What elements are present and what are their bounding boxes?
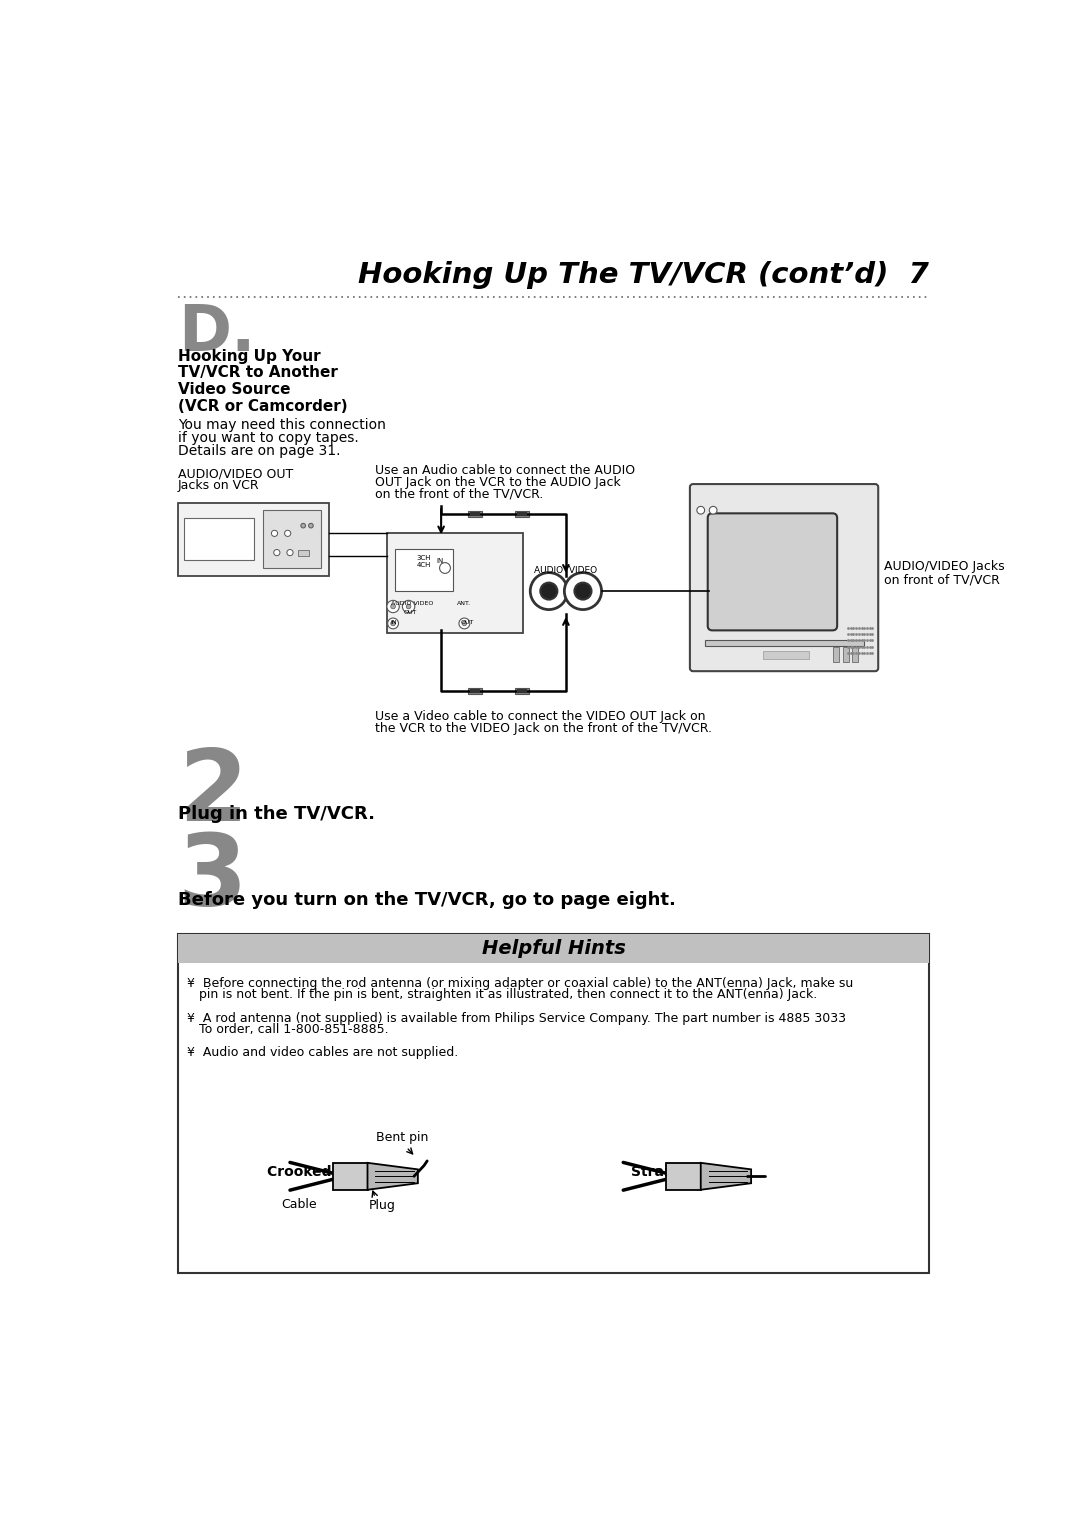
Bar bbox=[177, 503, 328, 576]
Text: OUT: OUT bbox=[404, 610, 417, 616]
Text: the VCR to the VIDEO Jack on the front of the TV/VCR.: the VCR to the VIDEO Jack on the front o… bbox=[375, 721, 712, 735]
Text: Bent pin: Bent pin bbox=[376, 1132, 429, 1144]
Text: Cable: Cable bbox=[282, 1197, 318, 1211]
Text: ¥  A rod antenna (not supplied) is available from Philips Service Company. The p: ¥ A rod antenna (not supplied) is availa… bbox=[187, 1011, 846, 1025]
Bar bbox=[177, 933, 930, 1272]
Text: (VCR or Camcorder): (VCR or Camcorder) bbox=[177, 400, 348, 415]
Text: pin is not bent. If the pin is bent, straighten it as illustrated, then connect : pin is not bent. If the pin is bent, str… bbox=[187, 988, 818, 1002]
Circle shape bbox=[406, 604, 410, 608]
Bar bbox=[333, 1164, 367, 1190]
Bar bbox=[469, 511, 482, 517]
Text: if you want to copy tapes.: if you want to copy tapes. bbox=[177, 432, 359, 445]
Text: 3: 3 bbox=[177, 830, 247, 927]
Bar bbox=[842, 647, 849, 662]
Text: AUDIO/VIDEO Jacks: AUDIO/VIDEO Jacks bbox=[885, 560, 1005, 573]
Text: Helpful Hints: Helpful Hints bbox=[482, 939, 625, 958]
Circle shape bbox=[309, 523, 313, 528]
Circle shape bbox=[459, 618, 470, 628]
Bar bbox=[666, 1164, 701, 1190]
Bar bbox=[833, 647, 839, 662]
Bar bbox=[298, 551, 309, 557]
Bar bbox=[704, 639, 864, 645]
Circle shape bbox=[440, 563, 450, 573]
Bar bbox=[184, 518, 254, 560]
Text: 3CH: 3CH bbox=[417, 555, 431, 561]
Circle shape bbox=[403, 601, 415, 613]
Circle shape bbox=[391, 604, 395, 608]
Bar bbox=[469, 688, 482, 694]
Text: Jacks on VCR: Jacks on VCR bbox=[177, 479, 259, 493]
Text: Plug: Plug bbox=[369, 1199, 396, 1212]
Bar bbox=[515, 511, 529, 517]
Bar bbox=[852, 647, 859, 662]
Text: on the front of the TV/VCR.: on the front of the TV/VCR. bbox=[375, 486, 543, 500]
Text: IN: IN bbox=[391, 619, 397, 625]
Text: OUT: OUT bbox=[460, 619, 474, 625]
Text: 4CH: 4CH bbox=[417, 561, 431, 567]
Text: AUDIO  VIDEO: AUDIO VIDEO bbox=[535, 566, 597, 575]
Bar bbox=[387, 534, 523, 633]
Circle shape bbox=[387, 601, 400, 613]
Text: Hooking Up The TV/VCR (cont’d)  7: Hooking Up The TV/VCR (cont’d) 7 bbox=[359, 261, 930, 290]
Circle shape bbox=[530, 572, 567, 610]
Text: IN: IN bbox=[436, 558, 443, 564]
Circle shape bbox=[273, 549, 280, 555]
Text: Video Source: Video Source bbox=[177, 383, 291, 398]
Text: Use an Audio cable to connect the AUDIO: Use an Audio cable to connect the AUDIO bbox=[375, 464, 635, 477]
Polygon shape bbox=[701, 1164, 751, 1190]
Text: D.: D. bbox=[177, 302, 255, 364]
Text: AUDIO/VIDEO OUT: AUDIO/VIDEO OUT bbox=[177, 468, 293, 480]
Text: To order, call 1-800-851-8885.: To order, call 1-800-851-8885. bbox=[187, 1023, 389, 1035]
Text: ¥  Before connecting the rod antenna (or mixing adapter or coaxial cable) to the: ¥ Before connecting the rod antenna (or … bbox=[187, 978, 853, 990]
Circle shape bbox=[284, 531, 291, 537]
Text: Hooking Up Your: Hooking Up Your bbox=[177, 349, 321, 363]
Text: Crooked Pin: Crooked Pin bbox=[267, 1165, 361, 1179]
Polygon shape bbox=[367, 1164, 418, 1190]
Text: on front of TV/VCR: on front of TV/VCR bbox=[885, 573, 1000, 587]
Circle shape bbox=[565, 572, 602, 610]
Text: TV/VCR to Another: TV/VCR to Another bbox=[177, 366, 337, 381]
Text: 2: 2 bbox=[177, 746, 247, 842]
Circle shape bbox=[271, 531, 278, 537]
Bar bbox=[394, 549, 453, 592]
Text: Use a Video cable to connect the VIDEO OUT Jack on: Use a Video cable to connect the VIDEO O… bbox=[375, 711, 705, 723]
Text: Plug in the TV/VCR.: Plug in the TV/VCR. bbox=[177, 805, 375, 824]
Bar bbox=[515, 688, 529, 694]
Circle shape bbox=[540, 583, 557, 599]
Circle shape bbox=[391, 621, 395, 625]
Text: ANT.: ANT. bbox=[457, 601, 471, 605]
Bar bbox=[177, 933, 930, 962]
Circle shape bbox=[710, 506, 717, 514]
Circle shape bbox=[301, 523, 306, 528]
Text: AUDIO VIDEO: AUDIO VIDEO bbox=[391, 601, 433, 605]
Bar bbox=[762, 651, 809, 659]
Text: OUT Jack on the VCR to the AUDIO Jack: OUT Jack on the VCR to the AUDIO Jack bbox=[375, 476, 621, 488]
Circle shape bbox=[388, 618, 399, 628]
Text: Straight Pin: Straight Pin bbox=[631, 1165, 725, 1179]
Circle shape bbox=[287, 549, 293, 555]
Circle shape bbox=[462, 621, 467, 625]
Text: Details are on page 31.: Details are on page 31. bbox=[177, 444, 340, 458]
Text: You may need this connection: You may need this connection bbox=[177, 418, 386, 432]
Bar bbox=[262, 511, 321, 567]
Text: Before you turn on the TV/VCR, go to page eight.: Before you turn on the TV/VCR, go to pag… bbox=[177, 892, 675, 909]
FancyBboxPatch shape bbox=[707, 514, 837, 630]
Text: ¥  Audio and video cables are not supplied.: ¥ Audio and video cables are not supplie… bbox=[187, 1046, 458, 1060]
FancyBboxPatch shape bbox=[690, 483, 878, 671]
Circle shape bbox=[697, 506, 704, 514]
Circle shape bbox=[575, 583, 592, 599]
